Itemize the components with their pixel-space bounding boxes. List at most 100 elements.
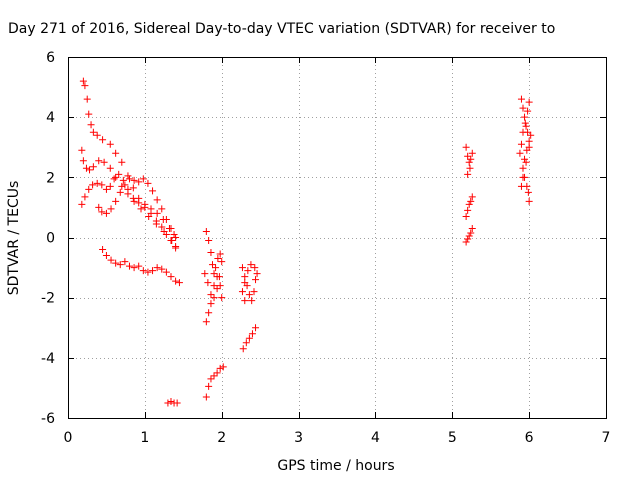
data-point — [467, 155, 475, 163]
data-point — [86, 166, 94, 174]
data-point — [147, 205, 155, 213]
x-tick-label: 3 — [294, 430, 303, 446]
data-point — [118, 158, 126, 166]
data-point — [245, 291, 253, 299]
data-point — [519, 173, 527, 181]
data-point — [112, 197, 120, 205]
data-point — [129, 194, 137, 202]
series-arc-i — [202, 363, 227, 401]
data-point — [251, 264, 259, 272]
x-tick-label: 1 — [140, 430, 149, 446]
data-point — [210, 270, 218, 278]
data-point — [149, 187, 157, 195]
data-point — [141, 200, 149, 208]
data-point — [210, 294, 218, 302]
data-point — [158, 205, 166, 213]
data-point — [517, 140, 525, 148]
data-point — [521, 113, 529, 121]
chart-title: Day 271 of 2016, Sidereal Day-to-day VTE… — [8, 21, 555, 37]
data-point — [116, 261, 124, 269]
data-point — [241, 273, 249, 281]
data-point — [212, 264, 220, 272]
data-point — [238, 288, 246, 296]
data-point — [253, 270, 261, 278]
data-point — [207, 249, 215, 257]
data-point — [213, 273, 221, 281]
data-point — [106, 164, 114, 172]
data-point — [214, 255, 222, 263]
data-point — [89, 163, 97, 171]
data-point — [112, 149, 120, 157]
data-point — [130, 197, 138, 205]
data-point — [135, 178, 143, 186]
series-arc-f — [164, 397, 181, 407]
data-point — [167, 224, 175, 232]
x-axis-label: GPS time / hours — [277, 458, 394, 474]
data-point — [81, 193, 89, 201]
y-tick-label: 2 — [46, 170, 55, 186]
data-point — [135, 199, 143, 207]
axis-ticks: 0 1 2 3 4 5 6 7 -6 -4 -2 0 2 4 6 — [41, 50, 610, 446]
data-point — [204, 279, 212, 287]
data-point — [462, 238, 470, 246]
data-point — [124, 172, 132, 180]
y-tick-label: -4 — [41, 351, 55, 367]
data-point — [168, 237, 176, 245]
data-point — [93, 179, 101, 187]
data-point — [464, 152, 472, 160]
data-point — [125, 262, 133, 270]
data-point — [162, 215, 170, 223]
data-point — [167, 397, 175, 405]
data-point — [130, 264, 138, 272]
series-arc-l — [462, 143, 476, 178]
series-arc-g — [202, 227, 226, 326]
data-point — [525, 98, 533, 106]
data-point — [462, 212, 470, 220]
data-point — [519, 104, 527, 112]
data-point — [213, 369, 221, 377]
data-point — [465, 232, 473, 240]
series-arc-a — [79, 77, 180, 251]
series-arc-h — [201, 270, 226, 302]
data-point — [162, 268, 170, 276]
data-point — [102, 252, 110, 260]
data-point — [210, 372, 218, 380]
data-point — [218, 294, 226, 302]
data-point — [170, 230, 178, 238]
data-point — [525, 137, 533, 145]
x-tick-label: 4 — [371, 430, 380, 446]
data-point — [248, 330, 256, 338]
data-point — [516, 149, 524, 157]
data-point — [167, 273, 175, 281]
data-point — [244, 267, 252, 275]
data-point — [153, 196, 161, 204]
data-point — [85, 185, 93, 193]
data-point — [164, 399, 172, 407]
data-point — [241, 297, 249, 305]
data-point — [145, 212, 153, 220]
data-point — [527, 131, 535, 139]
data-point — [210, 282, 218, 290]
data-point — [152, 220, 160, 228]
data-point — [218, 258, 226, 266]
data-point — [125, 175, 133, 183]
data-point — [242, 339, 250, 347]
series-arc-n — [462, 224, 476, 246]
data-point — [521, 155, 529, 163]
data-point — [207, 291, 215, 299]
data-point — [106, 182, 114, 190]
data-point — [172, 234, 180, 241]
data-point — [521, 119, 529, 127]
data-point — [464, 206, 472, 214]
data-point — [241, 279, 249, 287]
data-point — [79, 77, 87, 85]
data-point — [158, 223, 166, 231]
data-point — [144, 268, 152, 276]
data-point — [245, 334, 253, 342]
data-point — [144, 179, 152, 187]
data-point — [462, 143, 470, 151]
data-point — [525, 143, 533, 151]
data-point — [107, 205, 115, 213]
y-tick-label: 0 — [46, 231, 55, 247]
